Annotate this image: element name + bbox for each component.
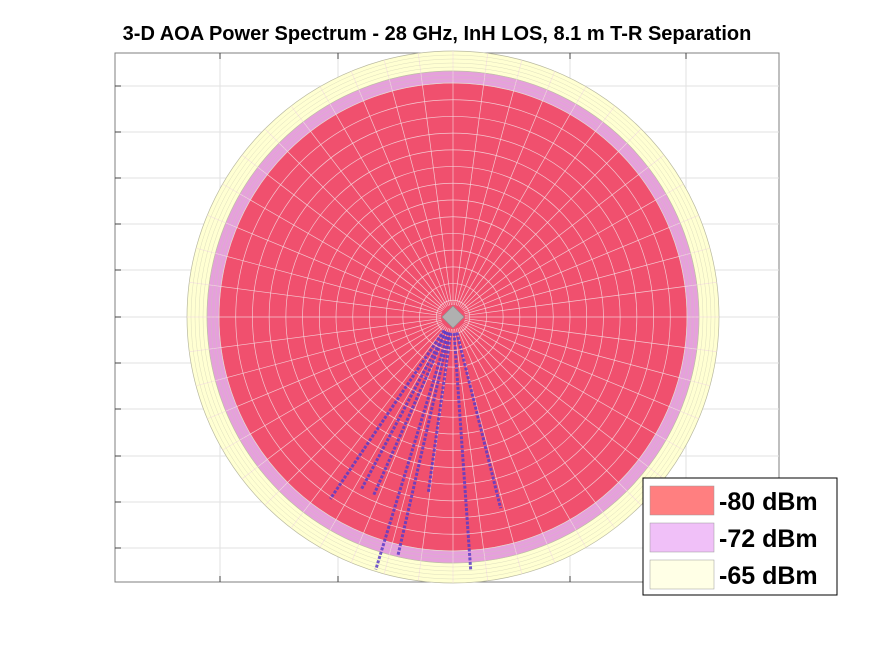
mesh-spoke: [455, 59, 523, 306]
legend-label-2: -65 dBm: [719, 562, 818, 590]
mesh-spoke: [241, 324, 444, 480]
multipath-lines: [329, 329, 503, 571]
mesh-circle: [302, 166, 604, 468]
mesh-band-circle: [198, 62, 708, 572]
mesh-spoke: [319, 86, 448, 307]
legend-label-1: -72 dBm: [719, 525, 818, 553]
mesh-spoke: [461, 325, 642, 506]
mesh-circle: [402, 266, 504, 368]
path-line-4: [396, 332, 451, 556]
mesh-spoke: [264, 325, 445, 506]
mesh-band-circle: [194, 58, 712, 576]
mesh-spoke: [458, 86, 587, 307]
mesh-circle: [419, 283, 487, 351]
legend-swatch-1: [649, 522, 715, 553]
mesh-spoke: [189, 281, 442, 316]
mesh-circle: [268, 132, 638, 502]
mesh-spoke: [195, 247, 442, 315]
legend: -80 dBm -72 dBm -65 dBm: [642, 477, 838, 596]
path-line-1: [360, 330, 447, 490]
mesh-spoke: [454, 328, 489, 581]
mesh-spoke: [457, 327, 556, 563]
mesh-spoke: [463, 321, 699, 420]
mesh-spoke: [222, 183, 443, 312]
mesh-spoke: [461, 128, 642, 309]
mesh-spoke: [290, 105, 446, 308]
mesh-spoke: [460, 326, 616, 529]
mesh-circle: [335, 199, 571, 435]
mesh-band-circle: [214, 78, 692, 556]
mesh-spoke: [350, 71, 449, 307]
mesh-circle: [385, 249, 521, 385]
mesh-circle: [285, 149, 621, 485]
mesh-spoke: [463, 214, 699, 313]
mesh-circle: [352, 216, 554, 418]
path-line-2: [372, 331, 448, 496]
mesh-spoke: [458, 327, 587, 548]
mesh-circle: [218, 82, 688, 552]
mesh-spoke: [383, 328, 451, 575]
path-line-0: [329, 329, 446, 500]
legend-swatch-0: [649, 485, 715, 516]
mesh-circle: [252, 116, 654, 518]
mesh-spoke: [383, 59, 451, 306]
legend-swatch-2: [649, 559, 715, 590]
mesh-circle: [369, 233, 537, 401]
mesh-spoke: [454, 53, 489, 306]
mesh-spoke: [464, 319, 711, 387]
mesh-spoke: [463, 322, 684, 451]
mesh-circle: [318, 182, 588, 452]
mesh-spoke: [463, 183, 684, 312]
mesh-band-circle: [206, 70, 700, 564]
path-line-3: [374, 331, 450, 570]
center-marker: [441, 305, 465, 329]
mesh-band-circle: [190, 54, 716, 580]
mesh-spoke: [462, 324, 665, 480]
mesh-spoke: [195, 319, 442, 387]
mesh-spoke: [417, 53, 452, 306]
mesh-band-circle: [202, 66, 704, 568]
mesh-circle: [235, 99, 671, 535]
mesh-spoke: [460, 105, 616, 308]
mesh-spoke: [207, 321, 443, 420]
mesh-spoke: [462, 154, 665, 310]
path-line-7: [455, 332, 503, 509]
power-surface: [186, 50, 720, 584]
mesh-spoke: [189, 318, 442, 353]
mesh-spoke: [464, 247, 711, 315]
mesh-spoke: [457, 71, 556, 307]
chart-title: 3-D AOA Power Spectrum - 28 GHz, InH LOS…: [123, 23, 752, 45]
mesh-spoke: [464, 281, 717, 316]
axis-ticks: [115, 53, 687, 582]
path-line-6: [452, 332, 473, 571]
legend-label-0: -80 dBm: [719, 488, 818, 516]
mesh-spoke: [319, 327, 448, 548]
mesh-spoke: [207, 214, 443, 313]
mesh-band-circle: [210, 74, 696, 560]
surface-mesh: [187, 51, 719, 583]
mesh-spoke: [264, 128, 445, 309]
mesh-spoke: [222, 322, 443, 451]
mesh-spoke: [241, 154, 444, 310]
mesh-spoke: [464, 318, 717, 353]
mesh-spoke: [290, 326, 446, 529]
plot-area: [114, 50, 780, 584]
